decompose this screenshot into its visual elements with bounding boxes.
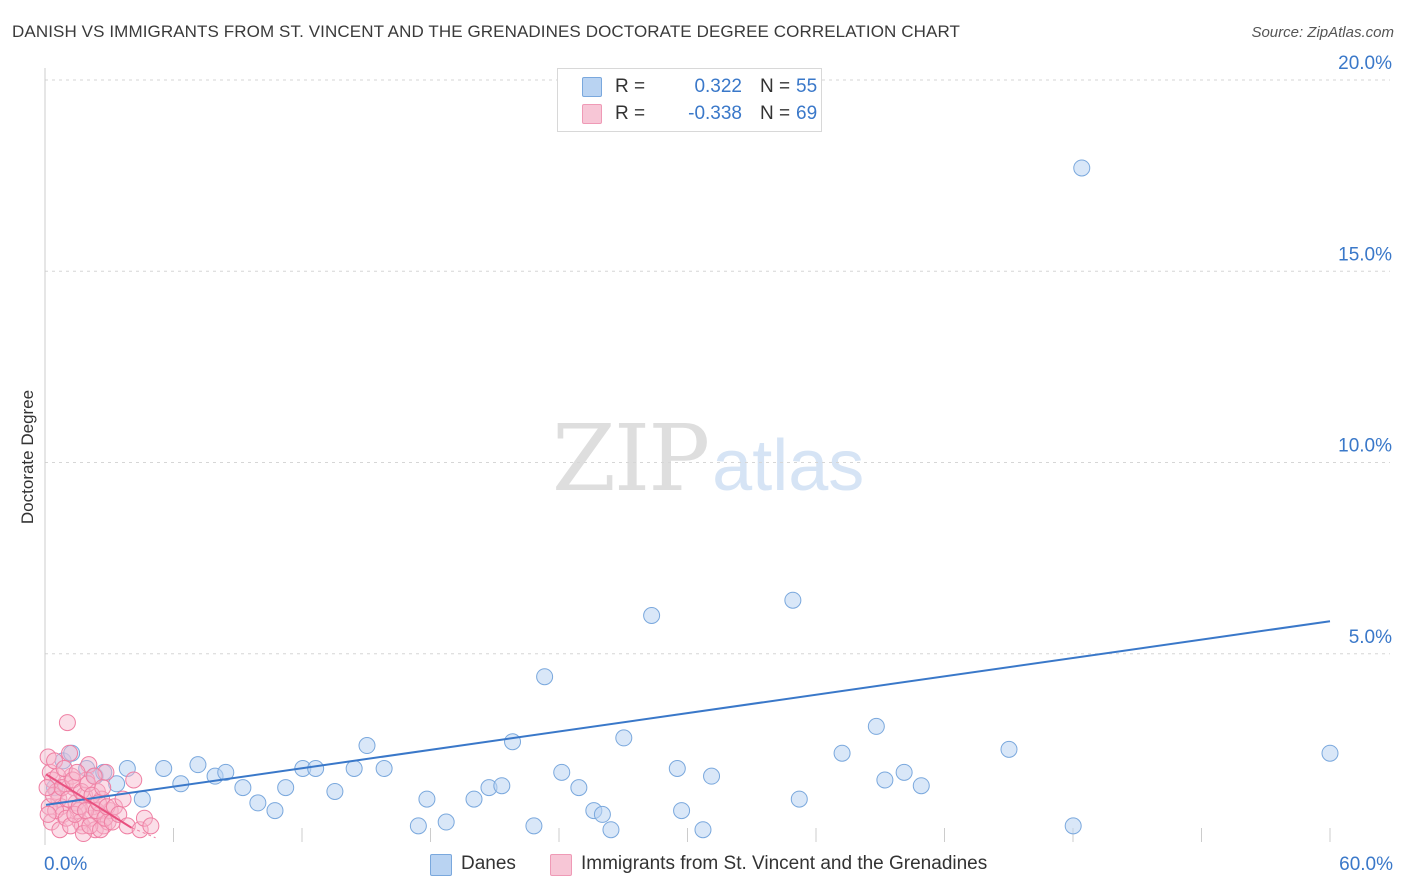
legend-n-label: N = <box>760 103 791 124</box>
danes-point <box>504 733 522 751</box>
immigrants-point <box>58 714 76 732</box>
legend-r-value: 0.322 <box>694 76 742 97</box>
danes-point <box>1064 817 1082 835</box>
danes-point <box>326 782 344 800</box>
immigrants-point <box>125 771 143 789</box>
chart-title: DANISH VS IMMIGRANTS FROM ST. VINCENT AN… <box>12 22 960 41</box>
danes-point <box>593 805 611 823</box>
danes-point <box>1073 159 1091 177</box>
immigrants-point <box>68 763 86 781</box>
immigrants-point <box>94 779 112 797</box>
danes-point <box>536 668 554 686</box>
legend-r-label: R = <box>615 76 646 97</box>
source-credit: Source: ZipAtlas.com <box>1251 24 1394 41</box>
bottom-legend-label-immigrants: Immigrants from St. Vincent and the Gren… <box>581 853 988 874</box>
danes-point <box>108 775 126 793</box>
danes-point <box>465 790 483 808</box>
danes-point <box>673 802 691 820</box>
bottom-legend-label-danes: Danes <box>461 853 516 874</box>
danes-point <box>189 756 207 774</box>
danes-point <box>155 760 173 777</box>
danes-point <box>1321 744 1339 762</box>
bottom-legend-swatch-immigrants <box>550 854 572 876</box>
danes-point <box>668 760 686 777</box>
danes-point <box>602 821 620 839</box>
legend-n-value: 69 <box>796 103 818 124</box>
legend-n-label: N = <box>760 76 791 97</box>
legend-n-value: 55 <box>796 76 818 97</box>
y-tick-label: 10.0% <box>1338 436 1392 457</box>
immigrants-point <box>38 779 56 797</box>
legend: R = 0.322 N = 55 R = -0.338 N = 69 <box>557 68 822 132</box>
immigrants-point <box>131 821 149 839</box>
immigrants-point <box>66 805 84 823</box>
immigrants-point <box>142 817 160 835</box>
danes-point <box>234 779 252 797</box>
danes-point <box>876 771 894 789</box>
bottom-legend: Danes Immigrants from St. Vincent and th… <box>0 852 1406 878</box>
legend-r-value: -0.338 <box>688 103 742 124</box>
danes-point <box>615 729 633 747</box>
y-tick-label: 20.0% <box>1338 53 1392 74</box>
danes-point <box>703 767 721 785</box>
immigrants-point <box>55 760 73 777</box>
x-tick-label: 0.0% <box>44 854 87 875</box>
immigrants-point <box>61 744 79 762</box>
danes-point <box>867 717 885 735</box>
danes-point <box>437 813 455 831</box>
danes-point <box>249 794 267 812</box>
danes-point <box>277 779 295 797</box>
x-tick-label: 60.0% <box>1339 854 1393 875</box>
immigrants-point <box>81 817 99 835</box>
danes-point <box>375 760 393 777</box>
immigrants-point <box>92 821 110 839</box>
danes-point <box>266 802 284 820</box>
immigrants-trendline <box>45 773 133 829</box>
y-tick-label: 5.0% <box>1349 627 1392 648</box>
immigrants-point <box>62 817 80 835</box>
legend-swatch-danes <box>582 77 602 97</box>
immigrants-point <box>57 809 75 827</box>
y-tick-label: 15.0% <box>1338 244 1392 265</box>
danes-point <box>570 779 588 797</box>
immigrants-point <box>39 805 57 823</box>
danes-point <box>643 607 661 624</box>
danes-point <box>418 790 436 808</box>
danes-point <box>525 817 543 835</box>
danes-point <box>1000 740 1018 758</box>
danes-point <box>895 763 913 781</box>
danes-trendline <box>45 620 1331 806</box>
legend-swatch-immigrants <box>582 104 602 124</box>
danes-point <box>133 790 151 808</box>
danes-point <box>307 760 325 777</box>
immigrants-point <box>85 767 103 785</box>
danes-point <box>553 763 571 781</box>
danes-point <box>409 817 427 835</box>
danes-point <box>345 760 363 777</box>
danes-point <box>833 744 851 762</box>
bottom-legend-swatch-danes <box>430 854 452 876</box>
danes-point <box>358 737 376 755</box>
legend-r-label: R = <box>615 103 646 124</box>
danes-point <box>493 777 511 795</box>
danes-point <box>217 763 235 781</box>
danes-point <box>694 821 712 839</box>
danes-point <box>790 790 808 808</box>
danes-point <box>784 591 802 609</box>
immigrants-trendline-extension <box>131 827 156 839</box>
danes-point <box>912 777 930 795</box>
